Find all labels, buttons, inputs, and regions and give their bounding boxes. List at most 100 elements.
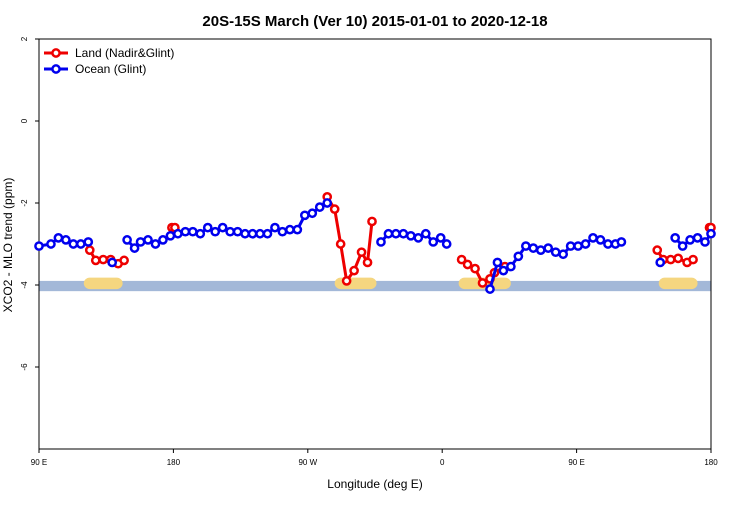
y-axis-label: XCO2 - MLO trend (ppm) <box>1 178 15 313</box>
data-point <box>61 235 71 245</box>
data-point <box>292 224 303 235</box>
data-point <box>180 226 191 237</box>
y-tick-label: 2 <box>20 36 29 41</box>
data-point <box>670 233 681 243</box>
data-point <box>270 222 280 233</box>
data-point <box>255 228 265 239</box>
data-point <box>665 254 676 265</box>
data-point <box>173 228 183 239</box>
y-tick-label: -2 <box>20 199 29 207</box>
data-point <box>34 241 44 251</box>
ground-band <box>39 277 711 292</box>
x-tick-label: 180 <box>167 458 181 467</box>
data-point <box>435 233 446 243</box>
data-point <box>441 239 452 249</box>
data-point <box>240 228 250 239</box>
data-point <box>498 265 509 276</box>
series-layer <box>34 192 716 294</box>
data-point <box>217 222 228 233</box>
x-tick-label: 90 W <box>298 458 317 467</box>
land-band <box>83 277 123 290</box>
data-point <box>413 233 424 243</box>
data-point <box>307 208 318 219</box>
data-point <box>285 224 295 235</box>
data-point <box>391 228 401 239</box>
data-point <box>588 233 598 243</box>
data-point <box>362 257 373 268</box>
data-point <box>456 254 467 265</box>
data-point <box>83 237 94 247</box>
data-point <box>356 247 367 258</box>
data-point <box>520 241 531 251</box>
data-point <box>107 257 118 268</box>
data-point <box>122 235 132 245</box>
legend-label: Ocean (Glint) <box>75 62 146 76</box>
data-point <box>470 263 480 274</box>
data-point <box>367 216 377 227</box>
data-point <box>90 255 101 266</box>
data-point <box>685 235 695 245</box>
data-point <box>68 239 79 249</box>
data-point <box>398 228 409 239</box>
data-point <box>688 254 698 265</box>
chart-title: 20S-15S March (Ver 10) 2015-01-01 to 202… <box>202 13 547 30</box>
data-point <box>341 276 352 286</box>
data-point <box>119 255 129 266</box>
data-point <box>299 210 310 221</box>
x-tick-label: 180 <box>704 458 718 467</box>
data-point <box>158 235 168 245</box>
land-band <box>658 277 698 290</box>
data-point <box>329 204 340 214</box>
data-point <box>210 226 221 237</box>
data-point <box>335 239 346 249</box>
y-tick-label: -4 <box>20 281 29 289</box>
data-point <box>135 237 146 247</box>
data-point <box>98 254 109 265</box>
data-point <box>46 239 56 249</box>
data-point <box>573 241 583 251</box>
data-point <box>692 233 703 243</box>
data-point <box>550 247 561 258</box>
data-point <box>492 257 503 268</box>
x-tick-label: 0 <box>440 458 445 467</box>
data-point <box>706 228 716 239</box>
data-point <box>84 245 95 255</box>
legend-marker <box>51 64 61 74</box>
y-tick-label: -6 <box>20 363 29 371</box>
data-point <box>513 251 524 262</box>
data-point <box>528 243 539 253</box>
data-point <box>677 241 688 251</box>
data-point <box>506 261 516 272</box>
data-point <box>383 228 394 239</box>
data-point <box>428 237 439 247</box>
data-point <box>195 228 206 239</box>
data-point <box>165 230 176 241</box>
data-point <box>535 245 546 255</box>
data-point <box>187 226 198 237</box>
data-point <box>314 202 325 212</box>
data-point <box>349 265 359 276</box>
data-point <box>225 226 235 237</box>
data-point <box>462 259 473 270</box>
data-point <box>565 241 576 251</box>
data-point <box>673 253 683 264</box>
data-point <box>603 239 613 249</box>
y-tick-label: 0 <box>20 118 29 123</box>
data-point <box>277 226 288 237</box>
data-point <box>143 235 153 245</box>
data-point <box>558 249 569 260</box>
data-point <box>75 239 86 249</box>
data-point <box>405 230 416 241</box>
data-point <box>129 243 140 253</box>
data-point <box>322 198 333 208</box>
data-point <box>262 228 273 239</box>
data-point <box>376 237 386 247</box>
data-point <box>232 226 243 237</box>
legend-marker <box>51 48 61 58</box>
x-tick-label: 90 E <box>568 458 584 467</box>
data-point <box>202 222 213 233</box>
land-band <box>334 277 377 290</box>
data-point <box>477 278 488 288</box>
data-point <box>700 237 710 247</box>
